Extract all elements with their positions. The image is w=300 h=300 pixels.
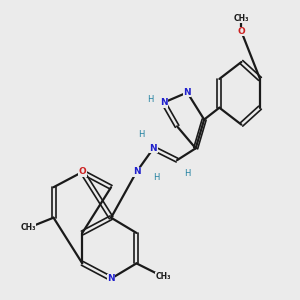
Text: H: H xyxy=(154,172,160,182)
Text: N: N xyxy=(150,144,157,153)
Text: N: N xyxy=(183,88,191,97)
Text: CH₃: CH₃ xyxy=(156,272,171,281)
Text: H: H xyxy=(184,169,190,178)
Text: N: N xyxy=(160,98,167,107)
Text: N: N xyxy=(133,167,140,176)
Text: CH₃: CH₃ xyxy=(20,223,36,232)
Text: O: O xyxy=(78,167,86,176)
Text: N: N xyxy=(107,274,115,283)
Text: H: H xyxy=(138,130,145,139)
Text: CH₃: CH₃ xyxy=(234,14,249,22)
Text: H: H xyxy=(148,95,154,104)
Text: O: O xyxy=(238,27,245,36)
